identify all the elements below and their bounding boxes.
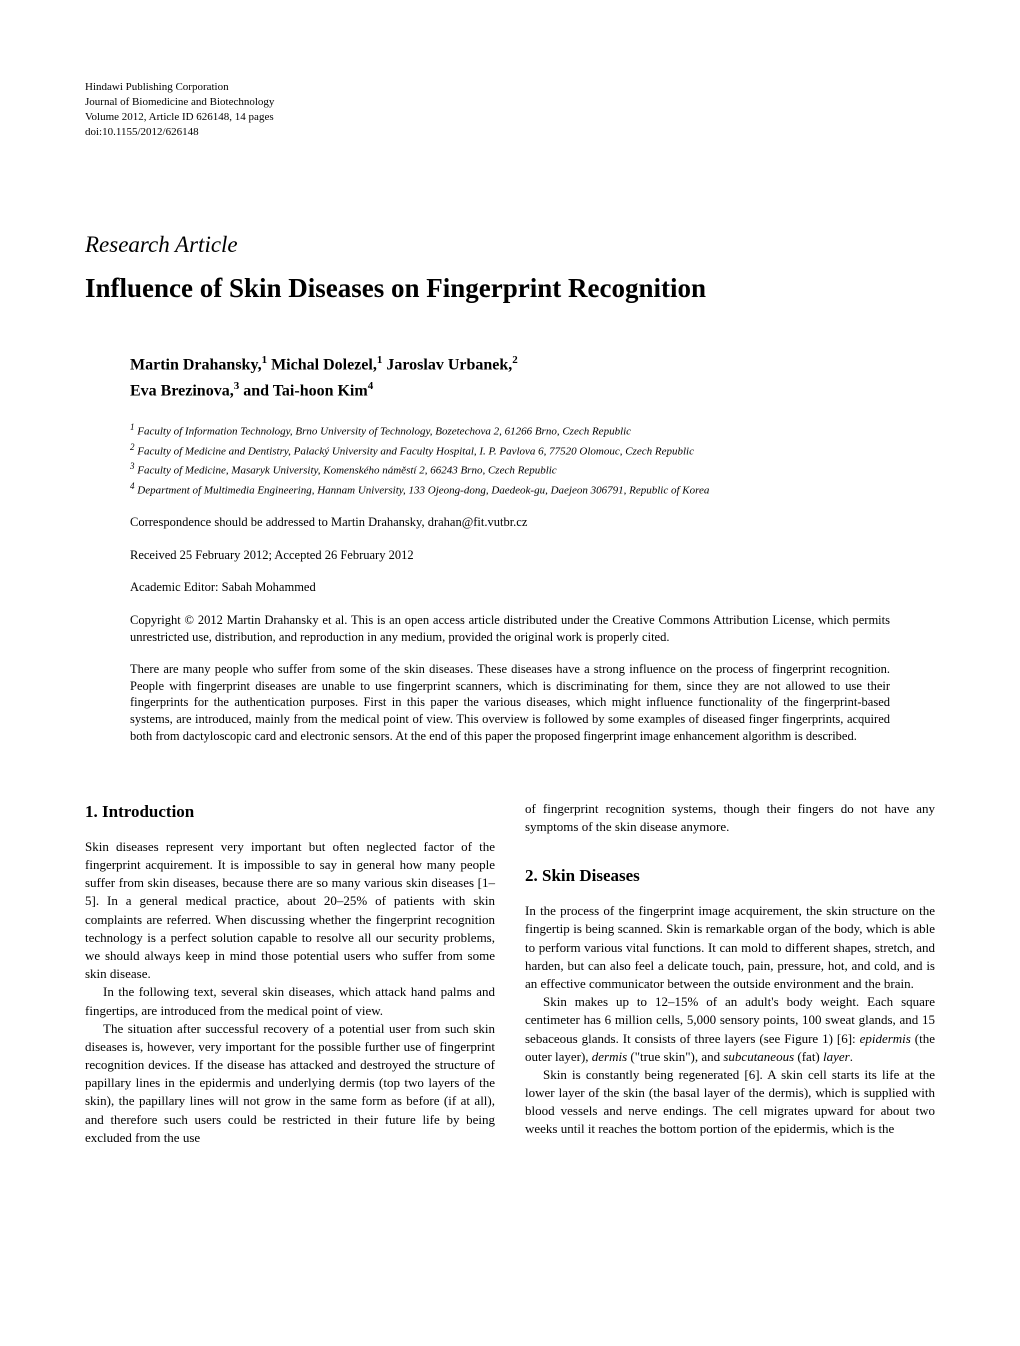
abstract: There are many people who suffer from so… bbox=[130, 661, 890, 745]
correspondence: Correspondence should be addressed to Ma… bbox=[130, 514, 935, 532]
article-type: Research Article bbox=[85, 229, 935, 261]
publisher-name: Hindawi Publishing Corporation bbox=[85, 80, 935, 95]
author-name: Martin Drahansky, bbox=[130, 357, 262, 374]
author-affil-sup: 4 bbox=[368, 380, 374, 392]
academic-editor: Academic Editor: Sabah Mohammed bbox=[130, 579, 935, 597]
affil-text: Department of Multimedia Engineering, Ha… bbox=[135, 484, 710, 496]
italic-term: subcutaneous bbox=[723, 1049, 794, 1064]
text-span: ("true skin"), and bbox=[627, 1049, 723, 1064]
right-column: of fingerprint recognition systems, thou… bbox=[525, 800, 935, 1147]
authors-block: Martin Drahansky,1 Michal Dolezel,1 Jaro… bbox=[130, 352, 935, 403]
italic-term: layer bbox=[823, 1049, 850, 1064]
paragraph-text: Skin is constantly being regenerated [6]… bbox=[525, 1066, 935, 1139]
paragraph-text: In the process of the fingerprint image … bbox=[525, 902, 935, 993]
affiliation: 1 Faculty of Information Technology, Brn… bbox=[130, 421, 935, 441]
copyright-notice: Copyright © 2012 Martin Drahansky et al.… bbox=[130, 612, 890, 646]
article-title: Influence of Skin Diseases on Fingerprin… bbox=[85, 270, 935, 308]
author-name: Michal Dolezel, bbox=[271, 357, 377, 374]
paragraph-text: In the following text, several skin dise… bbox=[85, 983, 495, 1019]
author-affil-sup: 2 bbox=[512, 354, 518, 366]
affil-text: Faculty of Information Technology, Brno … bbox=[135, 426, 632, 438]
journal-name: Journal of Biomedicine and Biotechnology bbox=[85, 95, 935, 110]
affil-text: Faculty of Medicine, Masaryk University,… bbox=[135, 465, 557, 477]
left-column: 1. Introduction Skin diseases represent … bbox=[85, 800, 495, 1147]
italic-term: epidermis bbox=[860, 1031, 911, 1046]
doi: doi:10.1155/2012/626148 bbox=[85, 125, 935, 140]
author-affil-sup: 1 bbox=[262, 354, 268, 366]
author-name: Jaroslav Urbanek, bbox=[386, 357, 512, 374]
paragraph-text: Skin makes up to 12–15% of an adult's bo… bbox=[525, 993, 935, 1066]
text-span: (fat) bbox=[794, 1049, 823, 1064]
paragraph-text: of fingerprint recognition systems, thou… bbox=[525, 800, 935, 836]
section-heading-intro: 1. Introduction bbox=[85, 800, 495, 824]
affiliation: 2 Faculty of Medicine and Dentistry, Pal… bbox=[130, 441, 935, 461]
author-affil-sup: 1 bbox=[377, 354, 383, 366]
affiliation: 4 Department of Multimedia Engineering, … bbox=[130, 480, 935, 500]
affil-text: Faculty of Medicine and Dentistry, Palac… bbox=[135, 445, 694, 457]
paragraph-text: Skin diseases represent very important b… bbox=[85, 838, 495, 984]
affiliations-block: 1 Faculty of Information Technology, Brn… bbox=[130, 421, 935, 499]
paragraph-text: The situation after successful recovery … bbox=[85, 1020, 495, 1147]
body-columns: 1. Introduction Skin diseases represent … bbox=[85, 800, 935, 1147]
section-heading-skin: 2. Skin Diseases bbox=[525, 864, 935, 888]
publisher-info: Hindawi Publishing Corporation Journal o… bbox=[85, 80, 935, 139]
author-affil-sup: 3 bbox=[234, 380, 240, 392]
volume-info: Volume 2012, Article ID 626148, 14 pages bbox=[85, 110, 935, 125]
text-span: . bbox=[850, 1049, 853, 1064]
author-name: Eva Brezinova, bbox=[130, 382, 234, 399]
italic-term: dermis bbox=[592, 1049, 627, 1064]
affiliation: 3 Faculty of Medicine, Masaryk Universit… bbox=[130, 460, 935, 480]
author-name: and Tai-hoon Kim bbox=[243, 382, 368, 399]
article-dates: Received 25 February 2012; Accepted 26 F… bbox=[130, 547, 935, 565]
